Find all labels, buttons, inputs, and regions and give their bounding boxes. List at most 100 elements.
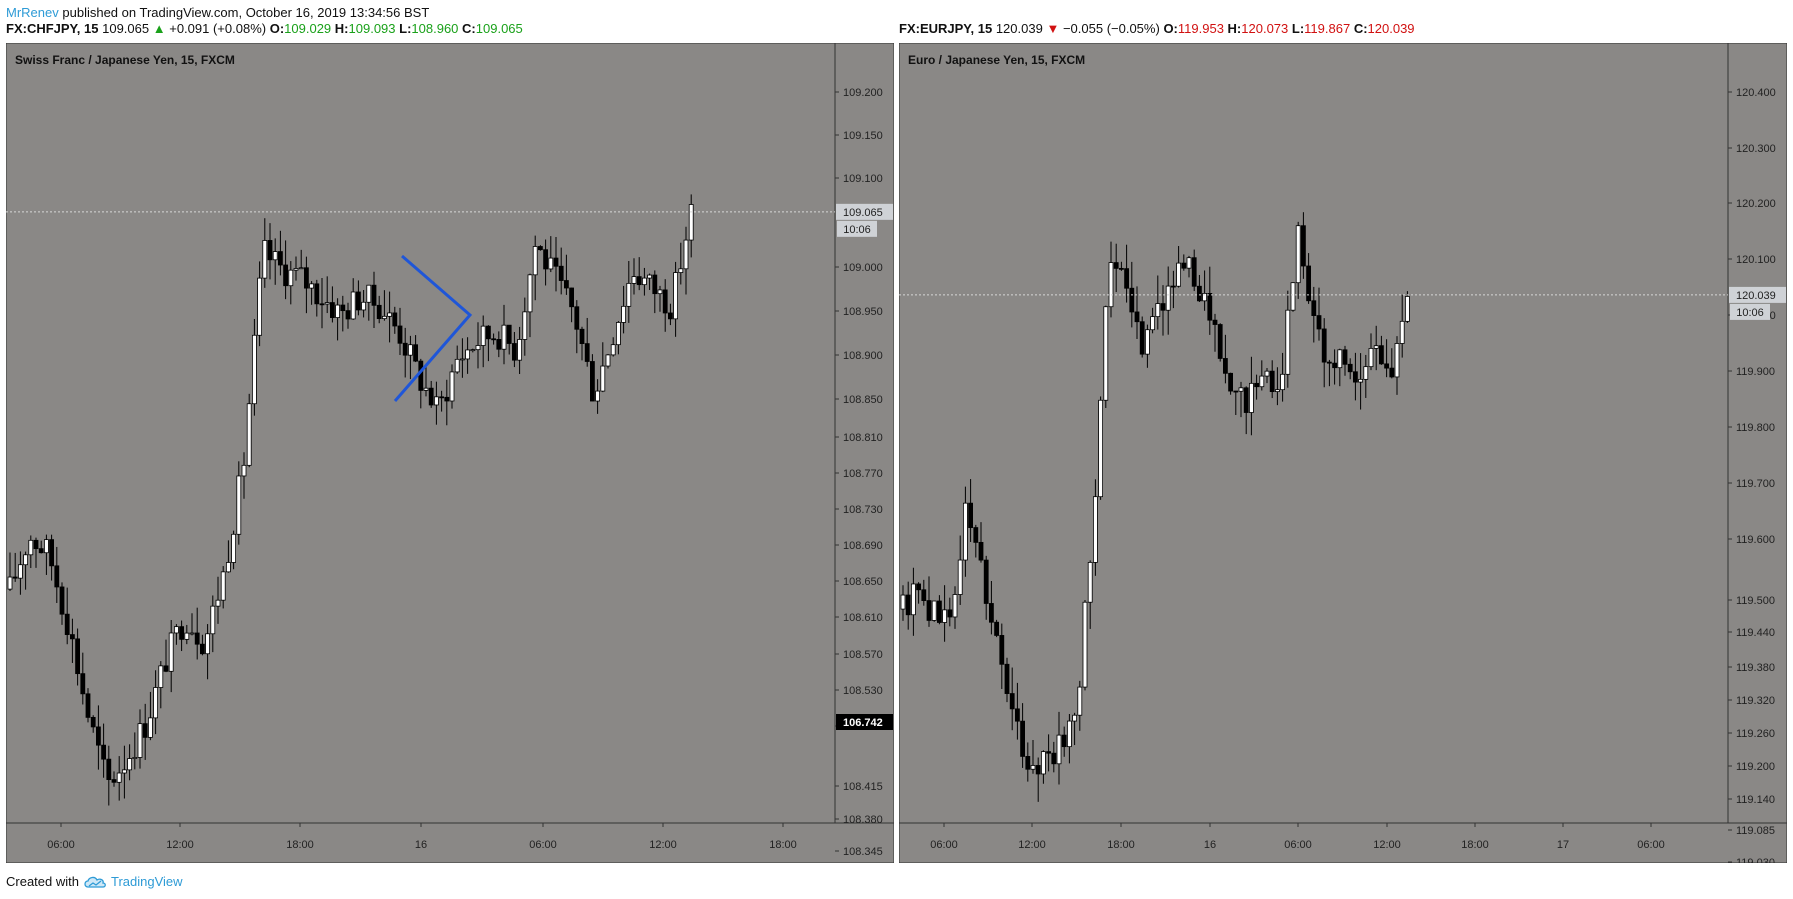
candle-up — [642, 277, 647, 286]
candle-down — [1207, 293, 1213, 321]
candle-up — [522, 311, 528, 340]
candle-up — [532, 246, 538, 276]
candle-up — [1280, 373, 1286, 391]
candle-down — [584, 343, 590, 362]
y-tick-label: 108.950 — [843, 306, 883, 318]
candle-down — [668, 312, 673, 320]
y-tick-label: 119.140 — [1736, 794, 1775, 806]
candle-down — [1212, 319, 1218, 325]
candle-up — [942, 609, 947, 623]
candle-down — [1124, 268, 1130, 289]
right-chart[interactable]: Euro / Japanese Yen, 15, FXCM 120.400 120.… — [899, 43, 1787, 863]
candle-down — [90, 716, 96, 728]
crosshair-price-badge — [836, 714, 893, 730]
candle-down — [1134, 311, 1140, 323]
candle-up — [137, 723, 143, 758]
y-tick-label: 108.415 — [843, 781, 883, 793]
candle-up — [1399, 320, 1405, 344]
left-low: 108.960 — [411, 21, 459, 36]
footer: Created with TradingView — [6, 874, 183, 889]
candle-down — [1389, 367, 1395, 378]
left-symbol[interactable]: FX:CHFJPY, 15 — [6, 21, 99, 36]
x-tick-label: 16 — [415, 839, 427, 851]
countdown-label: 10:06 — [1736, 307, 1764, 319]
candle-down — [33, 539, 39, 550]
candle-up — [127, 758, 132, 771]
candle-down — [579, 328, 585, 345]
left-chart-svg[interactable]: Swiss Franc / Japanese Yen, 15, FXCM 109.… — [6, 43, 894, 863]
y-tick-label: 119.320 — [1736, 695, 1775, 707]
candles — [7, 194, 694, 806]
candle-up — [366, 284, 372, 303]
candle-down — [538, 246, 543, 251]
candle-down — [413, 344, 419, 362]
candle-up — [1186, 257, 1192, 269]
candle-down — [1342, 349, 1348, 365]
candle-up — [1040, 751, 1046, 775]
candle-up — [173, 626, 179, 634]
candle-down — [564, 280, 569, 289]
candle-up — [1295, 225, 1301, 284]
candle-up — [610, 344, 616, 356]
candle-down — [142, 723, 148, 738]
candle-up — [647, 274, 652, 279]
candle-down — [978, 541, 984, 561]
candle-up — [288, 269, 294, 287]
candle-down — [1311, 300, 1317, 316]
candle-down — [1332, 362, 1338, 369]
candle-up — [621, 305, 626, 323]
y-tick-label: 108.610 — [843, 612, 883, 624]
candle-down — [85, 693, 91, 718]
candle-up — [1259, 375, 1265, 388]
candle-down — [59, 586, 65, 615]
candle-down — [303, 267, 309, 289]
candle-up — [683, 239, 689, 270]
author-link[interactable]: MrRenev — [6, 5, 59, 20]
candle-up — [168, 632, 174, 672]
candle-down — [371, 284, 377, 306]
y-tick-label: 119.900 — [1736, 366, 1775, 378]
candle-down — [1306, 265, 1312, 302]
candle-up — [433, 396, 439, 406]
last-price-badge — [1729, 286, 1786, 303]
y-tick-label: 119.600 — [1736, 534, 1775, 546]
candle-up — [673, 272, 678, 320]
candle-up — [246, 403, 252, 466]
x-tick-label: 16 — [1204, 839, 1216, 851]
right-symbol[interactable]: FX:EURJPY, 15 — [899, 21, 993, 36]
y-tick-label: 119.800 — [1736, 422, 1775, 434]
candle-up — [1030, 765, 1036, 770]
candle-down — [652, 274, 658, 295]
candle-down — [1051, 752, 1057, 765]
candle-down — [1196, 285, 1202, 302]
x-tick-label: 06:00 — [1284, 839, 1312, 851]
candle-down — [1061, 734, 1067, 748]
candle-up — [605, 354, 611, 367]
candle-down — [329, 302, 335, 318]
candle-up — [205, 633, 211, 655]
candle-down — [397, 325, 403, 344]
tradingview-link[interactable]: TradingView — [110, 874, 183, 889]
left-ohlc-header: FX:CHFJPY, 15 109.065 ▲ +0.091 (+0.08%) … — [6, 21, 523, 36]
right-chart-svg[interactable]: Euro / Japanese Yen, 15, FXCM 120.400 120.… — [899, 43, 1787, 863]
candle-up — [17, 564, 23, 579]
candle-down — [989, 603, 994, 623]
candle-down — [1269, 370, 1275, 393]
candle-down — [1160, 303, 1166, 311]
candle-up — [1072, 714, 1078, 722]
candle-down — [1233, 390, 1239, 393]
x-tick-label: 12:00 — [166, 839, 194, 851]
crosshair-price-label: 106.742 — [843, 717, 883, 729]
candle-down — [506, 324, 512, 344]
candle-down — [662, 289, 668, 314]
y-tick-label: 109.150 — [843, 130, 883, 142]
candle-up — [158, 665, 164, 688]
y-tick-label: 108.530 — [843, 685, 883, 697]
candle-down — [1191, 257, 1197, 287]
candle-up — [210, 605, 216, 635]
left-chart[interactable]: Swiss Franc / Japanese Yen, 15, FXCM 109.… — [6, 43, 894, 863]
y-tick-label: 119.700 — [1736, 478, 1775, 490]
y-tick-label: 108.810 — [843, 432, 883, 444]
candle-down — [49, 539, 54, 567]
candle-down — [574, 306, 580, 330]
